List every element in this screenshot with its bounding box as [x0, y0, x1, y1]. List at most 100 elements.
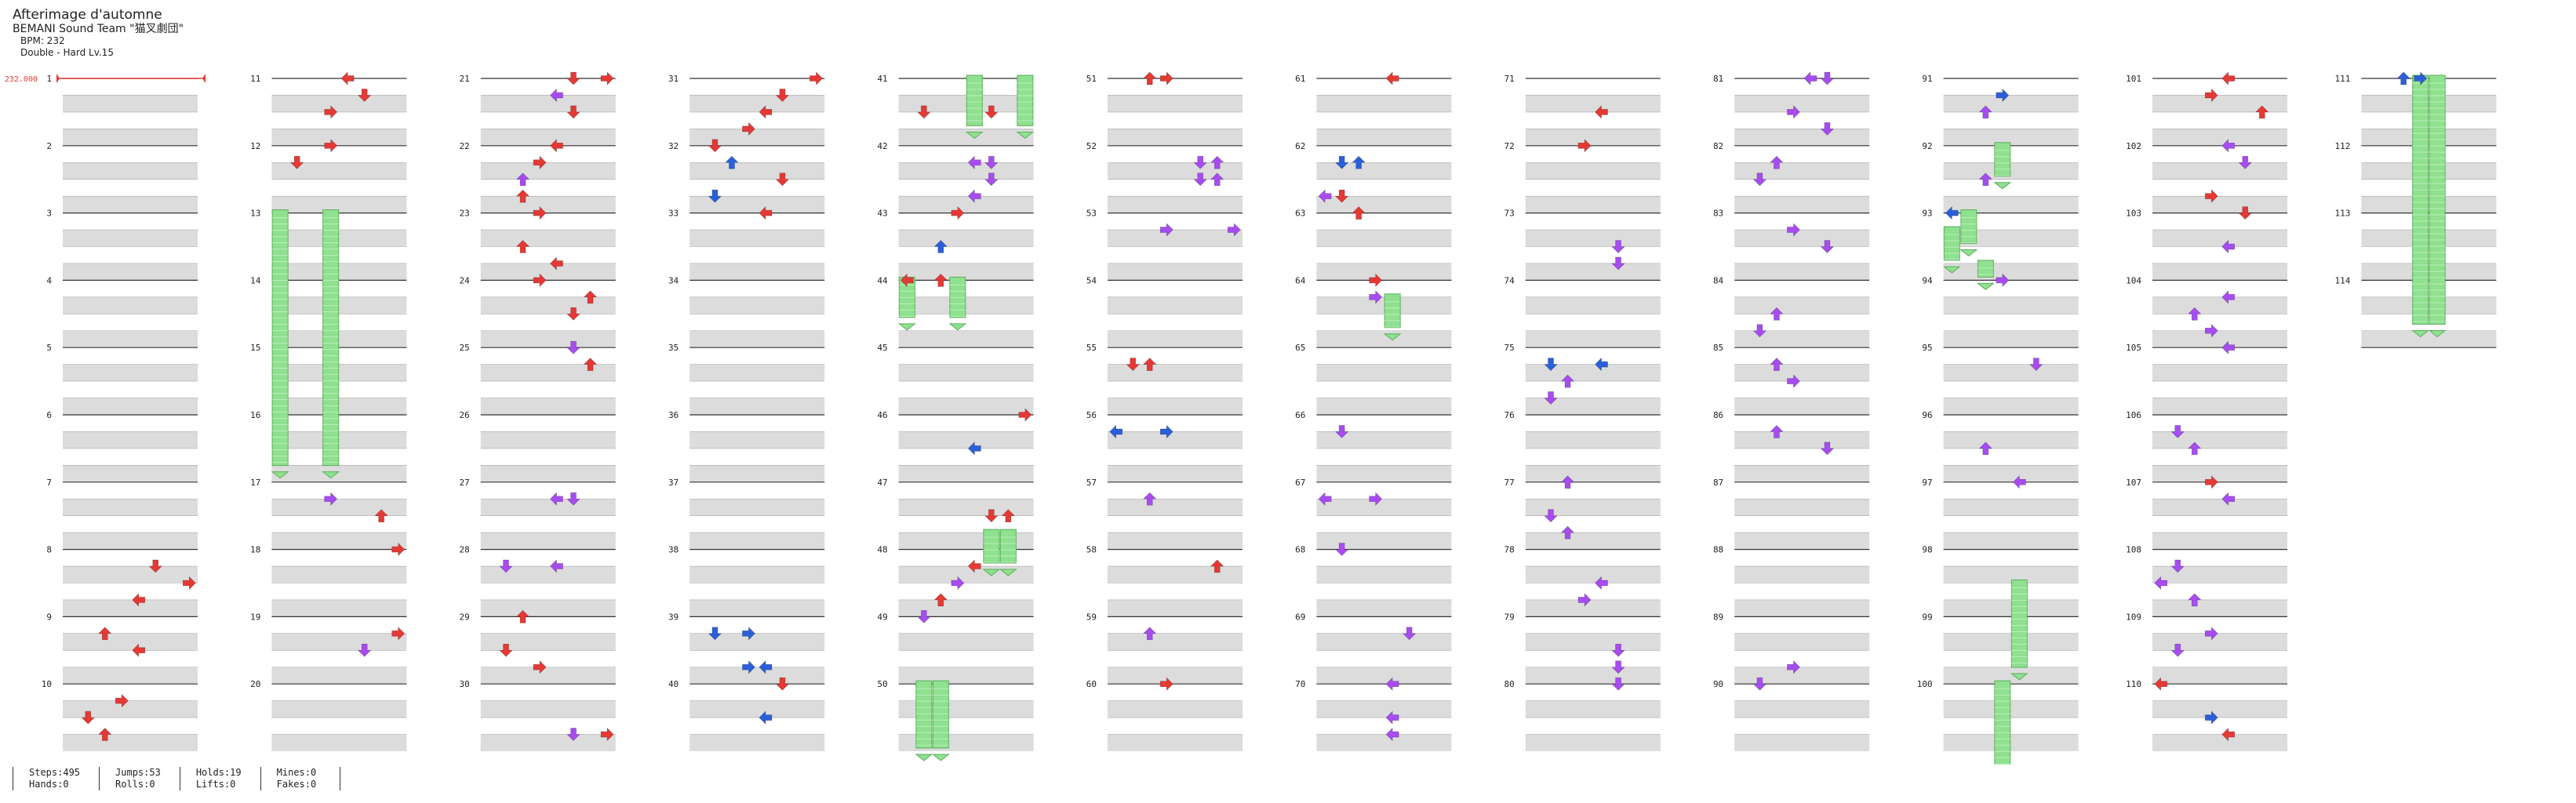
measure-grid: 1234567891011121314151617181920212223242… [42, 74, 2497, 751]
arrow-shape [2414, 71, 2428, 85]
beat-band [1108, 734, 1243, 751]
measure-number: 25 [460, 343, 470, 353]
beat-band [1734, 196, 1870, 213]
arrow-shape [2238, 155, 2252, 169]
measure-number: 74 [1504, 275, 1515, 285]
arrow-shape [984, 105, 999, 119]
arrow-shape [324, 105, 338, 119]
arrow-shape [1996, 88, 2010, 103]
beat-band [1316, 364, 1452, 382]
arrow-shape [1544, 391, 1558, 405]
arrow-shape [340, 71, 355, 85]
arrow-shape [550, 559, 563, 573]
arrow-shape [917, 105, 931, 119]
hold-tail [982, 569, 1001, 576]
beat-band [63, 465, 198, 482]
measure-number: 95 [1922, 343, 1932, 353]
measure-number: 96 [1922, 410, 1932, 420]
beat-band [271, 296, 407, 314]
arrow-up-icon [515, 609, 530, 623]
arrow-shape [357, 89, 372, 102]
arrow-shape [1334, 189, 1349, 203]
arrow-left-icon [550, 88, 563, 103]
arrow-shape [1352, 155, 1366, 169]
measure-number: 45 [877, 343, 887, 353]
arrow-shape [2221, 239, 2236, 254]
beat-band [271, 364, 407, 382]
arrow-shape [1143, 358, 1157, 371]
beat-band [63, 296, 198, 314]
arrow-left-icon [132, 593, 146, 607]
arrow-shape [708, 139, 722, 153]
arrow-left-icon [340, 71, 355, 85]
beat-band [1525, 398, 1661, 415]
arrow-shape [1577, 593, 1592, 607]
arrow-down-icon [566, 340, 580, 354]
beat-band [1525, 162, 1661, 180]
beat-band [1316, 499, 1452, 516]
arrow-down-icon [917, 105, 931, 119]
arrow-shape [933, 273, 948, 287]
beat-band [1316, 129, 1452, 146]
beat-band [1108, 667, 1243, 685]
arrow-left-icon [2154, 677, 2168, 691]
beat-band [1316, 330, 1452, 348]
beat-band [480, 734, 616, 751]
arrow-down-icon [1402, 627, 1417, 641]
beat-band [1316, 566, 1452, 583]
beat-band [1525, 566, 1661, 583]
arrow-shape [566, 71, 580, 85]
beat-band [63, 364, 198, 382]
arrow-shape [1210, 155, 1224, 169]
arrow-shape [1577, 139, 1592, 153]
beat-band [1525, 263, 1661, 281]
arrow-up-icon [2188, 307, 2202, 321]
beat-band [271, 196, 407, 213]
arrow-shape [1752, 324, 1767, 338]
beat-band [689, 734, 825, 751]
measure-number: 27 [460, 478, 470, 488]
measure-number: 65 [1295, 343, 1305, 353]
measure-number: 19 [250, 612, 260, 622]
arrow-down-icon [984, 105, 999, 119]
arrow-shape [933, 593, 948, 607]
beat-band [63, 230, 198, 247]
arrow-shape [951, 576, 965, 590]
bpm-value: 232.000 [5, 75, 38, 84]
beat-band [1108, 330, 1243, 348]
arrow-right-icon [1227, 223, 1241, 237]
measure-number: 30 [460, 679, 470, 689]
arrow-shape [1159, 677, 1173, 691]
beat-band [898, 465, 1034, 482]
measure-number: 21 [460, 74, 470, 84]
measure-number: 97 [1922, 478, 1932, 488]
arrow-right-icon [391, 542, 406, 557]
arrow-up-icon [1978, 173, 1993, 186]
beat-band [1108, 296, 1243, 314]
arrow-shape [1787, 374, 1800, 388]
arrow-down-icon [499, 559, 513, 573]
arrow-down-icon [708, 627, 722, 641]
arrow-down-icon [775, 677, 790, 691]
beat-band [2361, 263, 2497, 281]
measure-number: 66 [1295, 410, 1305, 420]
beat-band [2361, 196, 2497, 213]
arrow-shape [984, 173, 999, 187]
beat-band [1943, 734, 2079, 751]
beat-band [1943, 398, 2079, 415]
arrow-up-icon [2188, 593, 2202, 607]
hold-tail [1383, 333, 1402, 341]
arrow-shape [1770, 307, 1784, 321]
arrow-right-icon [2204, 324, 2218, 338]
beat-band [271, 667, 407, 685]
arrow-left-icon [1595, 105, 1608, 119]
beat-band [63, 196, 198, 213]
beat-band [1525, 667, 1661, 685]
beat-band [898, 162, 1034, 180]
measure-number: 108 [2126, 545, 2141, 555]
arrow-shape [2204, 189, 2218, 203]
arrow-shape [583, 290, 598, 304]
arrow-left-icon [759, 205, 773, 220]
arrow-shape [900, 273, 914, 288]
measure-number: 78 [1504, 545, 1515, 555]
